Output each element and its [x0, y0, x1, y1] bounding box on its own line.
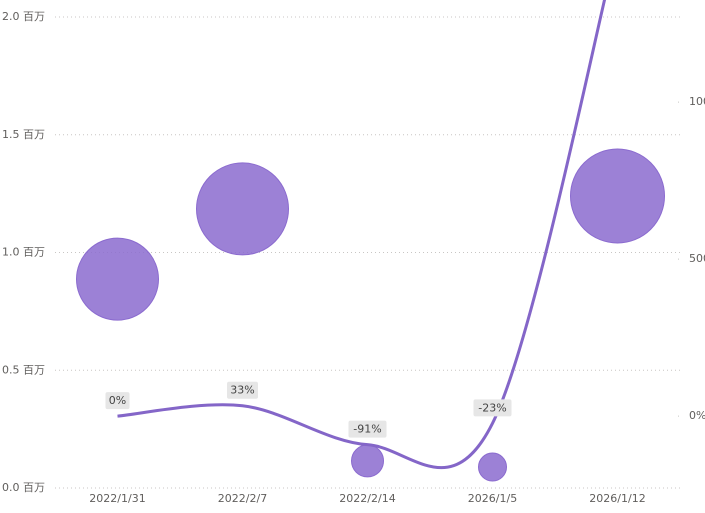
y-tick-label: 1.0 百万 [2, 246, 45, 259]
bubble [196, 162, 289, 256]
data-label-box [473, 399, 512, 417]
line [117, 0, 606, 470]
bubble [351, 444, 384, 478]
x-tick-label: 2022/2/14 [339, 492, 395, 505]
y-tick-label: 1.5 百万 [2, 128, 45, 141]
data-label: -23% [478, 401, 506, 414]
x-tick-label: 2026/1/12 [589, 492, 645, 505]
data-label-box [105, 392, 130, 410]
y-tick-label: 0.5 百万 [2, 363, 45, 376]
bubble [570, 148, 665, 244]
x-tick-label: 2026/1/5 [468, 492, 517, 505]
bubble [76, 237, 159, 321]
data-label: -91% [353, 423, 381, 436]
x-tick-label: 2022/1/31 [89, 492, 145, 505]
y-tick-label: 2.0 百万 [2, 10, 45, 23]
y2-tick-label: 500% [689, 252, 705, 265]
data-label: 0% [109, 394, 126, 407]
y-tick-label: 0.0 百万 [2, 481, 45, 494]
bubble [478, 452, 507, 482]
y2-tick-label: 0% [689, 409, 705, 422]
data-label-box [227, 381, 258, 399]
data-label-box [348, 420, 387, 438]
x-tick-label: 2022/2/7 [218, 492, 267, 505]
data-label: 33% [230, 384, 254, 397]
y2-tick-label: 1000% [689, 95, 705, 108]
